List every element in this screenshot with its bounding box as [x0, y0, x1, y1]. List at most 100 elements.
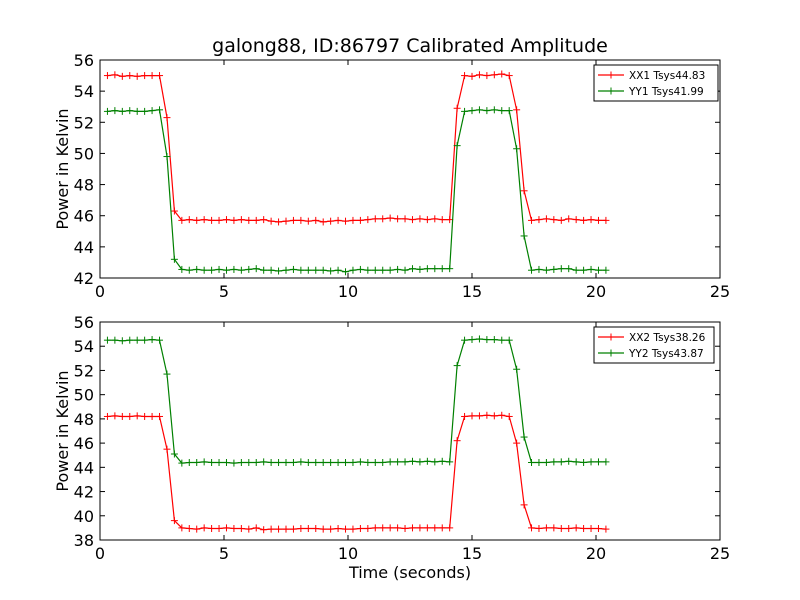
data-point — [215, 265, 223, 273]
data-point — [230, 524, 238, 532]
data-point — [505, 72, 513, 80]
data-point — [416, 524, 424, 532]
data-point — [111, 71, 119, 79]
data-point — [133, 412, 141, 420]
data-point — [267, 217, 275, 225]
data-point — [289, 265, 297, 273]
data-point — [461, 107, 469, 115]
data-point — [163, 445, 171, 453]
data-point — [453, 142, 461, 150]
data-point — [148, 412, 156, 420]
data-point — [602, 525, 610, 533]
data-point — [528, 266, 536, 274]
data-point — [438, 216, 446, 224]
data-point — [245, 525, 253, 533]
data-point — [148, 107, 156, 115]
y-tick-label: 54 — [74, 82, 94, 101]
data-point — [156, 72, 164, 80]
data-point — [267, 458, 275, 466]
y-tick-label: 38 — [74, 531, 94, 550]
data-point — [208, 266, 216, 274]
data-point — [282, 217, 290, 225]
data-point — [364, 216, 372, 224]
data-point — [126, 107, 134, 115]
data-point — [423, 457, 431, 465]
data-point — [208, 216, 216, 224]
data-point — [334, 524, 342, 532]
data-point — [163, 370, 171, 378]
data-point — [371, 215, 379, 223]
y-tick-label: 40 — [74, 507, 94, 526]
data-point — [602, 216, 610, 224]
data-point — [118, 412, 126, 420]
plot-bottom: 0 5 10 15 20 25 38 40 42 44 46 48 50 52 54 56 Power in K… — [53, 313, 730, 582]
data-point — [505, 336, 513, 344]
data-point — [222, 524, 230, 532]
data-point — [297, 216, 305, 224]
data-point — [349, 525, 357, 533]
data-point — [401, 215, 409, 223]
x-tick-label: 15 — [462, 282, 482, 301]
data-point — [237, 216, 245, 224]
y-tick-label: 50 — [74, 386, 94, 405]
series-2 — [103, 335, 610, 467]
data-point — [371, 458, 379, 466]
data-point — [408, 265, 416, 273]
data-point — [200, 458, 208, 466]
data-point — [475, 335, 483, 343]
data-point — [580, 216, 588, 224]
data-point — [193, 458, 201, 466]
data-point — [193, 265, 201, 273]
data-point — [356, 458, 364, 466]
y-axis-label: Power in Kelvin — [53, 370, 72, 491]
data-point — [446, 524, 454, 532]
legend-box — [593, 64, 719, 102]
data-point — [319, 218, 327, 226]
data-point — [275, 458, 283, 466]
data-point — [289, 216, 297, 224]
data-point — [126, 72, 134, 80]
y-tick-label: 56 — [74, 51, 94, 70]
legend: XX2 Tsys38.26 YY2 Tsys43.87 — [593, 326, 715, 364]
data-point — [304, 266, 312, 274]
data-point — [535, 216, 543, 224]
data-point — [349, 458, 357, 466]
x-tick-label: 15 — [462, 544, 482, 563]
data-point — [498, 411, 506, 419]
data-point — [118, 72, 126, 80]
data-point — [468, 412, 476, 420]
data-point — [230, 265, 238, 273]
data-point — [237, 524, 245, 532]
y-tick-label: 48 — [74, 176, 94, 195]
data-point — [483, 107, 491, 115]
data-point — [252, 524, 260, 532]
data-point — [252, 265, 260, 273]
data-point — [215, 524, 223, 532]
data-point — [580, 458, 588, 466]
data-point — [356, 216, 364, 224]
data-point — [386, 214, 394, 222]
data-point — [282, 458, 290, 466]
data-point — [260, 526, 268, 534]
data-point — [103, 72, 111, 80]
data-point — [327, 458, 335, 466]
data-point — [260, 266, 268, 274]
data-point — [252, 458, 260, 466]
data-point — [111, 412, 119, 420]
data-point — [312, 216, 320, 224]
data-point — [438, 524, 446, 532]
data-point — [297, 458, 305, 466]
data-point — [230, 459, 238, 467]
data-point — [342, 217, 350, 225]
data-point — [423, 265, 431, 273]
data-point — [446, 265, 454, 273]
data-point — [163, 153, 171, 161]
data-point — [550, 216, 558, 224]
legend: XX1 Tsys44.83 YY1 Tsys41.99 — [593, 64, 719, 102]
legend-label: YY2 Tsys43.87 — [628, 348, 704, 360]
legend-box — [593, 326, 715, 364]
data-point — [364, 524, 372, 532]
data-point — [580, 266, 588, 274]
data-point — [565, 215, 573, 223]
